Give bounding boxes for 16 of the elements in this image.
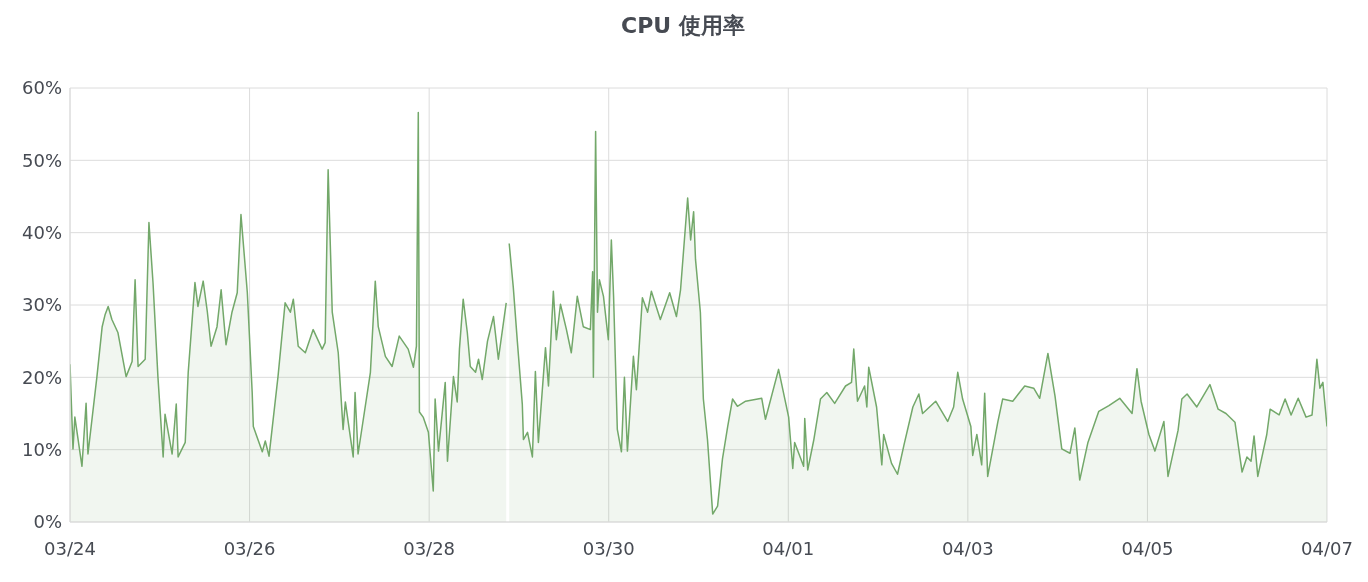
y-tick-label: 30% (21, 294, 62, 316)
x-tick-label: 03/28 (403, 537, 456, 559)
y-tick-label: 60% (21, 77, 62, 99)
x-tick-label: 04/05 (1121, 537, 1174, 559)
x-tick-label: 04/07 (1301, 537, 1353, 559)
y-tick-label: 50% (21, 149, 62, 171)
y-tick-label: 10% (21, 439, 62, 461)
x-tick-label: 04/03 (941, 537, 994, 559)
x-tick-label: 03/26 (223, 537, 276, 559)
y-tick-label: 20% (21, 366, 62, 388)
x-tick-label: 04/01 (762, 537, 815, 559)
y-tick-label: 40% (21, 222, 62, 244)
x-tick-label: 03/24 (44, 537, 96, 559)
x-tick-label: 03/30 (582, 537, 635, 559)
y-tick-label: 0% (33, 511, 62, 533)
chart-title: CPU 使用率 (620, 12, 746, 40)
